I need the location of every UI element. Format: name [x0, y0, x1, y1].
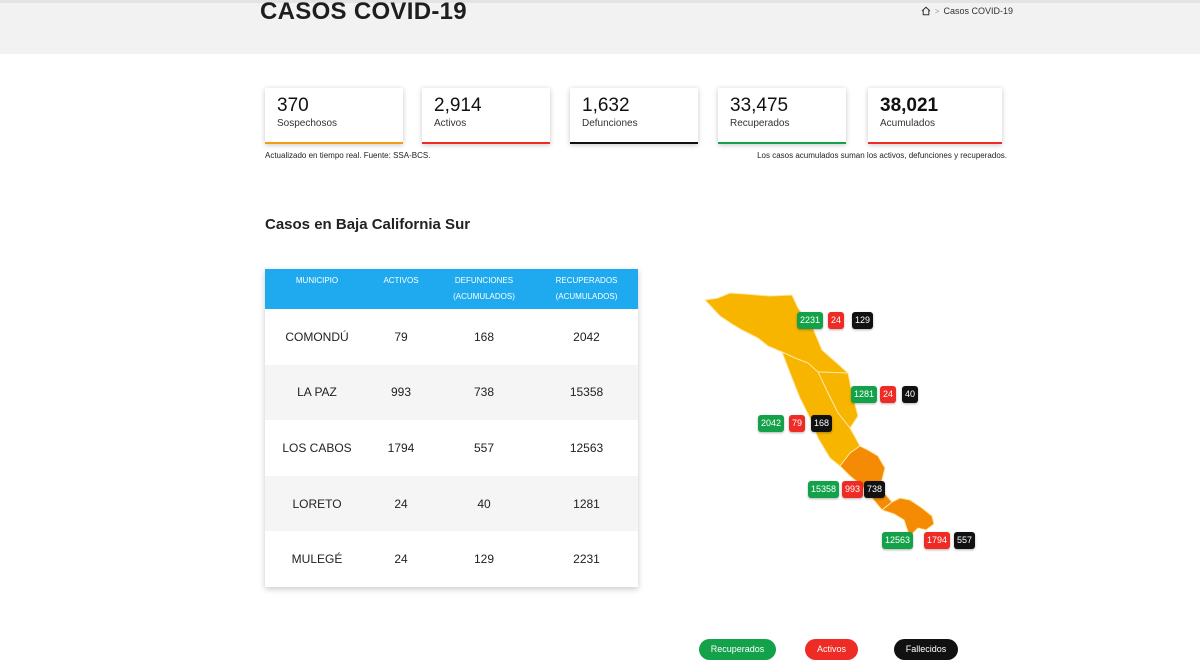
marker-activos: 1794 [924, 532, 951, 549]
stat-underline [422, 142, 550, 144]
stat-card-acumulados: 38,021 Acumulados [868, 88, 1002, 144]
stat-underline [570, 142, 698, 144]
section-title: Casos en Baja California Sur [265, 216, 471, 233]
marker-fallecidos: 738 [864, 481, 886, 498]
cell-municipio: LORETO [292, 496, 342, 511]
marker-recuperados: 1281 [851, 386, 878, 403]
column-header-recuperados: RECUPERADOS (ACUMULADOS) [555, 276, 618, 301]
table-row: LA PAZ 993 738 15358 [265, 364, 638, 421]
municipality-table: MUNICIPIO ACTIVOS DEFUNCIONES (ACUMULADOS… [265, 269, 638, 587]
stat-label: Defunciones [582, 118, 638, 129]
marker-activos: 993 [842, 481, 864, 498]
cell-defunciones: 557 [473, 440, 495, 455]
marker-recuperados: 2231 [797, 312, 824, 329]
accumulated-note: Los casos acumulados suman los activos, … [757, 151, 1007, 160]
marker-recuperados: 15358 [808, 481, 840, 498]
legend-recuperados: Recuperados [699, 639, 776, 660]
column-header-municipio: MUNICIPIO [295, 276, 339, 285]
marker-fallecidos: 557 [954, 532, 976, 549]
stat-label: Sospechosos [277, 118, 338, 129]
legend-activos: Activos [805, 639, 858, 660]
cell-municipio: LOS CABOS [282, 440, 352, 455]
region-la-paz[interactable] [839, 445, 893, 511]
marker-recuperados: 2042 [758, 415, 785, 432]
cell-recuperados: 15358 [569, 385, 604, 400]
page-header [0, 0, 1200, 54]
table-header: MUNICIPIO ACTIVOS DEFUNCIONES (ACUMULADOS… [265, 269, 638, 309]
stat-underline [265, 142, 403, 144]
marker-activos: 24 [828, 312, 845, 329]
stat-value: 2,914 [434, 95, 482, 116]
stat-value: 1,632 [582, 95, 630, 116]
cell-defunciones: 168 [473, 329, 495, 344]
marker-recuperados: 12563 [882, 532, 914, 549]
table-row: LORETO 24 40 1281 [265, 475, 638, 532]
map-shape [703, 292, 935, 535]
cell-recuperados: 2042 [573, 329, 600, 344]
cell-municipio: COMONDÚ [285, 329, 349, 344]
marker-activos: 79 [789, 415, 806, 432]
breadcrumb-separator: > [934, 6, 940, 16]
table-row: COMONDÚ 79 168 2042 [265, 309, 638, 365]
stat-underline [718, 142, 846, 144]
stat-value: 33,475 [730, 95, 789, 116]
table-row: LOS CABOS 1794 557 12563 [265, 420, 638, 476]
stat-label: Acumulados [880, 118, 936, 129]
cell-activos: 79 [394, 329, 408, 344]
marker-fallecidos: 168 [811, 415, 833, 432]
stat-card-activos: 2,914 Activos [422, 88, 550, 144]
stat-card-recuperados: 33,475 Recuperados [718, 88, 846, 144]
cell-recuperados: 1281 [573, 496, 600, 511]
breadcrumb-current: Casos COVID-19 [943, 6, 1013, 16]
home-icon[interactable] [921, 6, 931, 16]
region-los-cabos[interactable] [880, 497, 935, 535]
stat-label: Activos [434, 118, 467, 129]
marker-fallecidos: 129 [852, 312, 874, 329]
stat-value: 370 [277, 95, 309, 116]
cell-activos: 24 [394, 496, 408, 511]
cell-activos: 1794 [387, 440, 415, 455]
cell-defunciones: 129 [473, 552, 495, 567]
baja-california-sur-map: 2231 24 129 1281 24 40 2042 79 168 15358… [700, 288, 980, 558]
column-header-activos: ACTIVOS [383, 276, 419, 285]
page-title: CASOS COVID-19 [260, 0, 467, 25]
stat-label: Recuperados [730, 118, 790, 129]
stat-card-sospechosos: 370 Sospechosos [265, 88, 403, 144]
breadcrumb: > Casos COVID-19 [921, 6, 1013, 16]
marker-fallecidos: 40 [902, 386, 919, 403]
table-body: COMONDÚ 79 168 2042 LA PAZ 993 738 15358… [265, 309, 638, 587]
region-mulege[interactable] [703, 292, 850, 374]
source-note: Actualizado en tiempo real. Fuente: SSA-… [265, 151, 431, 160]
cell-defunciones: 40 [477, 496, 491, 511]
cell-activos: 993 [390, 385, 412, 400]
stat-value: 38,021 [880, 95, 939, 116]
cell-municipio: LA PAZ [297, 385, 337, 400]
marker-activos: 24 [880, 386, 897, 403]
cell-activos: 24 [394, 552, 408, 567]
cell-recuperados: 12563 [569, 440, 604, 455]
table-row: MULEGÉ 24 129 2231 [265, 531, 638, 587]
cell-municipio: MULEGÉ [291, 552, 343, 567]
legend-fallecidos: Fallecidos [894, 639, 958, 660]
stat-card-defunciones: 1,632 Defunciones [570, 88, 698, 144]
stat-underline [868, 142, 1002, 144]
column-header-defunciones: DEFUNCIONES (ACUMULADOS) [453, 276, 515, 301]
cell-defunciones: 738 [473, 385, 495, 400]
cell-recuperados: 2231 [573, 552, 600, 567]
